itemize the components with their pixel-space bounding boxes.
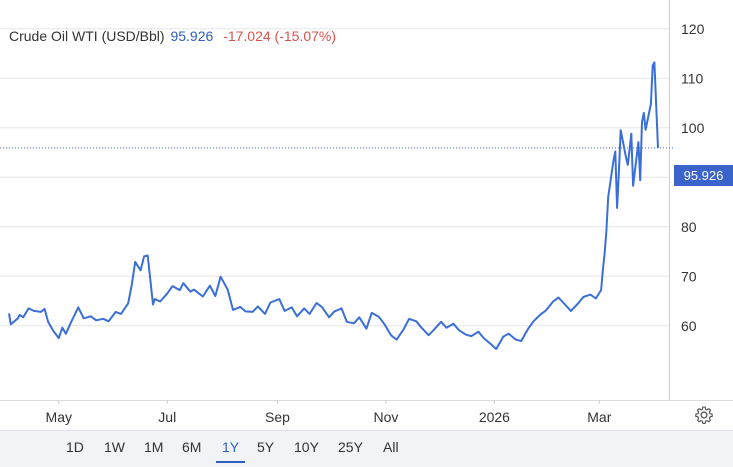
current-price-badge: 95.926 [674,165,733,186]
range-all-button[interactable]: All [383,439,399,455]
x-tick-label: Jul [158,409,176,425]
x-tick-label: May [46,409,72,425]
price-series-line[interactable] [8,61,659,350]
range-6m-button[interactable]: 6M [182,439,202,455]
y-tick-label: 100 [681,120,705,136]
y-tick-label: 120 [681,21,705,37]
chart-area: 60708090100110120MayJulSepNov2026Mar Cru… [0,0,733,430]
range-1y-button[interactable]: 1Y [215,439,246,463]
y-tick-label: 60 [681,318,697,334]
y-tick-label: 110 [681,70,704,86]
range-1d-button[interactable]: 1D [66,439,84,455]
instrument-name: Crude Oil WTI (USD/Bbl) [9,28,165,44]
range-10y-button[interactable]: 10Y [294,439,319,455]
x-tick-label: Sep [265,409,290,425]
x-tick-label: Mar [587,409,611,425]
price-change: -17.024 (-15.07%) [223,28,337,44]
x-tick-label: Nov [374,409,399,425]
x-tick-label: 2026 [479,409,510,425]
chart-header: Crude Oil WTI (USD/Bbl) 95.926 -17.024 (… [9,28,336,44]
range-selector: 1D 1W 1M 6M 1Y 5Y 10Y 25Y All [0,430,733,467]
y-tick-label: 80 [681,219,697,235]
range-1w-button[interactable]: 1W [104,439,125,455]
gear-icon[interactable] [694,405,714,425]
range-25y-button[interactable]: 25Y [338,439,363,455]
range-5y-button[interactable]: 5Y [257,439,275,455]
y-tick-label: 70 [681,268,697,284]
range-1m-button[interactable]: 1M [144,439,164,455]
last-price: 95.926 [170,28,214,44]
price-chart[interactable]: 60708090100110120MayJulSepNov2026Mar [0,0,733,430]
